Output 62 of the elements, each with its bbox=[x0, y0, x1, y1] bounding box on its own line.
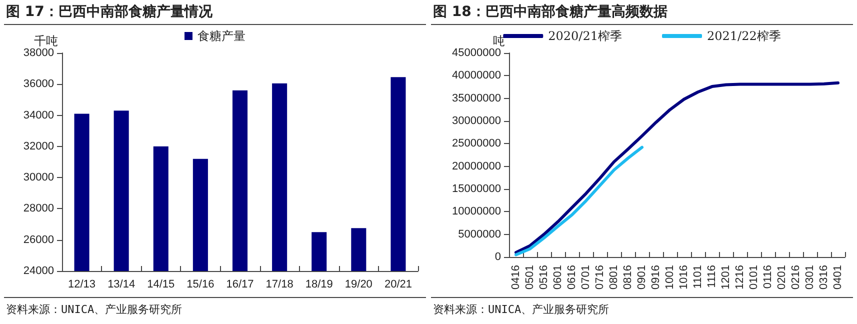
x-tick-label: 12/13 bbox=[68, 278, 96, 290]
x-tick-label: 0216 bbox=[790, 265, 802, 290]
x-tick-label: 1116 bbox=[706, 265, 718, 288]
x-tick-label: 0701 bbox=[580, 265, 592, 290]
y-tick-label: 26000 bbox=[23, 234, 54, 246]
x-tick-label: 0316 bbox=[818, 265, 830, 290]
x-tick-label: 0801 bbox=[608, 265, 620, 290]
x-tick-label: 0516 bbox=[538, 265, 550, 290]
x-tick-label: 0401 bbox=[832, 265, 844, 290]
x-tick-label: 19/20 bbox=[344, 278, 372, 290]
y-tick-label: 24000 bbox=[23, 265, 54, 277]
y-tick-label: 38000 bbox=[23, 47, 54, 59]
x-tick-label: 15/16 bbox=[186, 278, 214, 290]
chart-title: 图 18：巴西中南部食糖产量高频数据 bbox=[431, 0, 853, 25]
y-tick-label: 36000 bbox=[23, 78, 54, 90]
y-tick-label: 30000 bbox=[23, 172, 54, 184]
x-tick-label: 0816 bbox=[622, 265, 634, 290]
line-series bbox=[514, 146, 644, 256]
legend-label: 2020/21榨季 bbox=[548, 29, 622, 43]
x-tick-label: 0616 bbox=[566, 265, 578, 290]
x-tick-label: 0501 bbox=[524, 265, 536, 290]
x-tick-label: 1216 bbox=[734, 265, 746, 290]
y-tick-label: 32000 bbox=[23, 140, 54, 152]
x-tick-label: 1101 bbox=[692, 265, 704, 289]
legend-label: 2021/22榨季 bbox=[707, 29, 781, 43]
line-series bbox=[514, 81, 840, 254]
y-tick-label: 35000000 bbox=[452, 92, 501, 104]
x-tick-label: 18/19 bbox=[305, 278, 333, 290]
text: 资料来源：UNICA、产业服务研究所 bbox=[431, 297, 853, 324]
x-tick-label: 0916 bbox=[650, 265, 662, 290]
y-tick-label: 40000000 bbox=[452, 70, 501, 82]
y-tick-label: 28000 bbox=[23, 202, 54, 215]
text: 资料来源：UNICA、产业服务研究所 bbox=[4, 297, 426, 324]
x-tick-label: 20/21 bbox=[384, 278, 412, 290]
legend-label: 食糖产量 bbox=[198, 29, 246, 43]
x-tick-label: 0901 bbox=[636, 265, 648, 290]
x-tick-label: 0301 bbox=[804, 265, 816, 290]
y-tick-label: 34000 bbox=[23, 109, 54, 122]
y-tick-label: 0 bbox=[494, 251, 501, 263]
x-tick-label: 1201 bbox=[720, 265, 732, 290]
x-tick-label: 17/18 bbox=[266, 278, 294, 290]
y-tick-label: 45000000 bbox=[452, 47, 501, 59]
y-tick-label: 30000000 bbox=[452, 115, 501, 127]
y-axis-title: 千吨 bbox=[34, 34, 58, 48]
y-tick-label: 10000000 bbox=[452, 206, 501, 218]
chart-title: 图 17：巴西中南部食糖产量情况 bbox=[4, 0, 426, 25]
y-tick-label: 20000000 bbox=[452, 160, 501, 172]
x-tick-label: 16/17 bbox=[226, 278, 254, 290]
y-axis-title: 吨 bbox=[493, 34, 505, 48]
x-tick-label: 0101 bbox=[748, 265, 760, 290]
x-tick-label: 1016 bbox=[678, 265, 690, 290]
x-tick-label: 14/15 bbox=[147, 278, 175, 290]
x-tick-label: 0201 bbox=[776, 265, 788, 290]
x-tick-label: 0716 bbox=[594, 265, 606, 290]
x-tick-label: 0601 bbox=[552, 265, 564, 290]
x-tick-label: 0416 bbox=[510, 265, 522, 290]
y-tick-label: 15000000 bbox=[452, 183, 501, 195]
x-tick-label: 13/14 bbox=[108, 278, 136, 290]
x-tick-label: 1001 bbox=[664, 265, 676, 290]
y-tick-label: 25000000 bbox=[452, 138, 501, 150]
x-tick-label: 0116 bbox=[762, 265, 774, 289]
y-tick-label: 5000000 bbox=[458, 228, 501, 240]
